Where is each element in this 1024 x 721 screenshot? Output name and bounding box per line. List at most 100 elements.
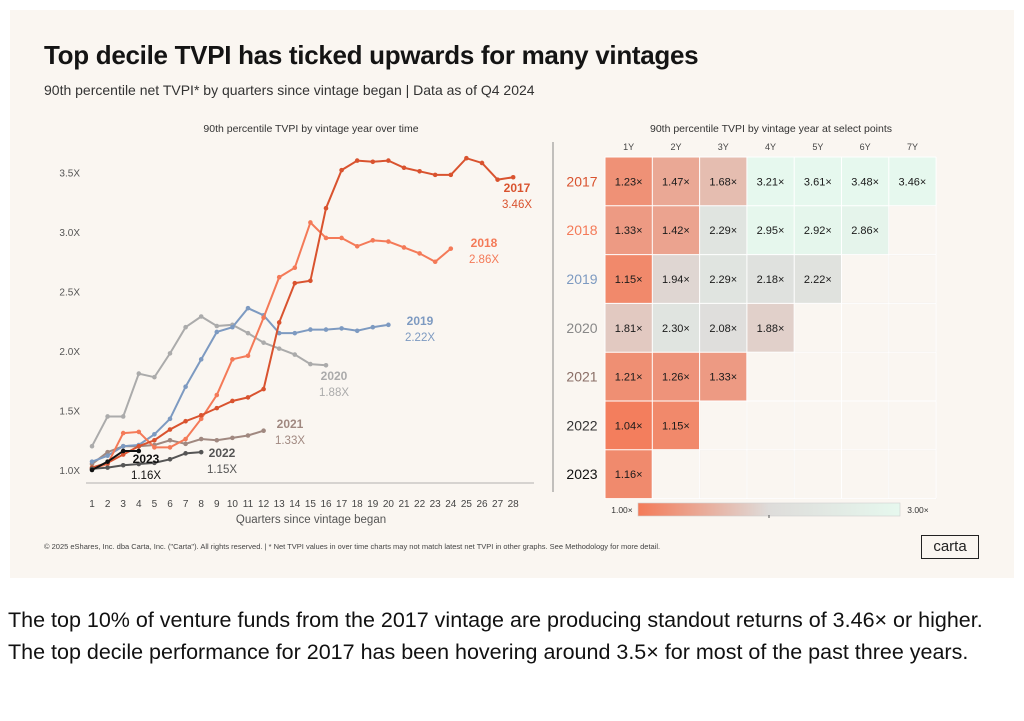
heatmap-cell xyxy=(841,205,889,255)
heatmap-empty-cell xyxy=(841,351,890,402)
data-point-2020 xyxy=(323,362,329,368)
page-subtitle: 90th percentile net TVPI* by quarters si… xyxy=(44,82,535,98)
heatmap-cell-value: 2.29× xyxy=(709,225,737,237)
data-point-2021 xyxy=(245,433,251,438)
data-point-2019 xyxy=(89,459,95,464)
heatmap-column-header: 5Y xyxy=(812,142,823,152)
heatmap-cell xyxy=(794,254,842,304)
data-point-2018 xyxy=(354,243,360,249)
data-point-2017 xyxy=(245,395,251,400)
x-tick-label: 20 xyxy=(383,499,395,510)
heatmap-cell xyxy=(605,205,653,255)
x-tick-label: 11 xyxy=(243,499,254,510)
data-point-2022 xyxy=(105,465,110,470)
heatmap-empty-cell xyxy=(888,205,937,256)
data-point-2018 xyxy=(292,265,298,271)
data-point-2020 xyxy=(136,371,142,376)
heatmap-cell xyxy=(841,157,889,206)
data-point-2017 xyxy=(432,172,438,178)
data-point-2017 xyxy=(261,386,266,392)
series-label-2017: 2017 xyxy=(504,181,531,195)
heatmap-empty-cell xyxy=(793,302,843,353)
heatmap-empty-cell xyxy=(793,449,843,500)
data-point-2017 xyxy=(183,418,188,424)
series-end-value-2022: 1.15X xyxy=(207,464,237,476)
heatmap-column-header: 6Y xyxy=(860,142,871,152)
data-point-2017 xyxy=(323,205,329,211)
heatmap-cell-value: 2.29× xyxy=(709,274,737,286)
data-point-2019 xyxy=(198,357,204,362)
heatmap-cell-value: 1.88× xyxy=(757,323,785,335)
data-point-2021 xyxy=(214,437,220,443)
heatmap-empty-cell xyxy=(746,449,795,500)
heatmap-column-header: 7Y xyxy=(907,142,918,152)
data-point-2019 xyxy=(214,329,220,335)
heatmap-cell-value: 2.95× xyxy=(757,225,785,237)
data-point-2019 xyxy=(370,324,376,330)
heatmap-empty-cell xyxy=(651,449,701,500)
data-point-2017 xyxy=(198,412,204,418)
data-point-2018 xyxy=(323,235,329,241)
data-point-2020 xyxy=(292,352,298,357)
data-point-2017 xyxy=(464,155,469,161)
series-end-value-2019: 2.22X xyxy=(405,332,435,344)
data-point-2020 xyxy=(198,314,204,319)
data-point-2020 xyxy=(308,361,313,367)
data-point-2018 xyxy=(448,246,454,251)
y-tick-label: 2.0X xyxy=(59,347,80,358)
heatmap-cell-value: 3.48× xyxy=(851,176,879,188)
series-line-2022 xyxy=(91,451,202,470)
data-point-2023 xyxy=(105,459,110,464)
data-point-2017 xyxy=(386,158,391,163)
heatmap-empty-cell xyxy=(841,254,890,304)
heatmap-cell xyxy=(652,303,700,353)
x-tick-label: 24 xyxy=(445,499,457,510)
heatmap-row-label: 2020 xyxy=(566,320,597,336)
x-tick-label: 17 xyxy=(336,499,348,510)
x-tick-label: 4 xyxy=(136,499,142,510)
heatmap-cell xyxy=(746,157,795,206)
heatmap-cell-value: 1.33× xyxy=(709,372,737,384)
data-point-2017 xyxy=(448,172,454,178)
data-point-2019 xyxy=(167,416,173,422)
y-tick-label: 1.0X xyxy=(59,466,80,477)
data-point-2018 xyxy=(339,235,344,241)
series-line-2019 xyxy=(91,306,389,463)
x-tick-label: 28 xyxy=(508,499,520,510)
data-point-2017 xyxy=(495,177,500,182)
heatmap-empty-cell xyxy=(699,449,748,500)
heatmap-empty-cell xyxy=(841,302,890,353)
data-point-2020 xyxy=(167,351,173,356)
data-point-2018 xyxy=(261,315,266,320)
data-point-2019 xyxy=(152,432,157,437)
data-point-2017 xyxy=(120,452,126,457)
data-point-2023 xyxy=(136,448,142,454)
series-end-value-2020: 1.88X xyxy=(319,387,349,399)
x-tick-label: 14 xyxy=(289,499,301,510)
heatmap-cell-value: 1.23× xyxy=(615,176,643,188)
color-scale-bar xyxy=(637,502,901,517)
data-point-2017 xyxy=(276,320,282,325)
heatmap-cell xyxy=(652,205,700,255)
x-tick-label: 9 xyxy=(214,499,220,510)
data-point-2019 xyxy=(120,443,126,449)
heatmap-cell-value: 1.42× xyxy=(662,225,690,237)
data-point-2018 xyxy=(120,430,126,436)
data-point-2022 xyxy=(152,460,157,466)
heatmap-cell-value: 1.21× xyxy=(615,372,643,384)
y-tick-label: 1.5X xyxy=(59,407,80,418)
x-axis-label: Quarters since vintage began xyxy=(236,514,386,526)
data-point-2020 xyxy=(89,443,95,449)
series-line-2017 xyxy=(91,157,514,469)
data-point-2018 xyxy=(136,429,142,435)
data-point-2017 xyxy=(292,280,298,286)
heatmap-cell xyxy=(794,157,842,206)
heatmap-cell-value: 1.15× xyxy=(662,420,690,432)
data-point-2019 xyxy=(292,330,298,336)
series-end-value-2017: 3.46X xyxy=(502,199,532,211)
heatmap-empty-cell xyxy=(699,400,748,451)
data-point-2019 xyxy=(105,453,110,459)
data-point-2021 xyxy=(183,441,188,447)
heatmap-cell-value: 1.94× xyxy=(662,274,690,286)
